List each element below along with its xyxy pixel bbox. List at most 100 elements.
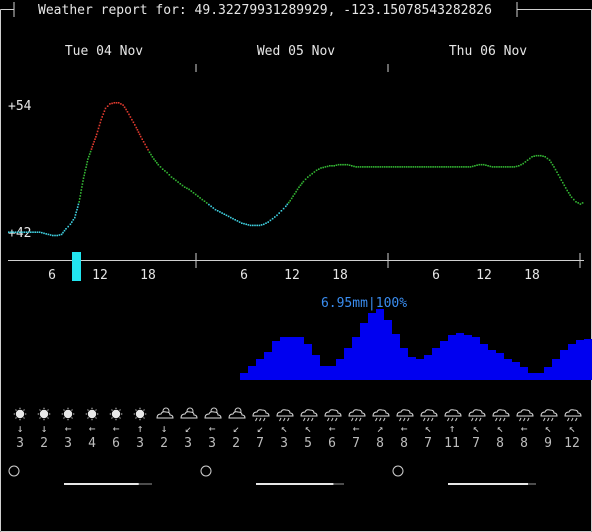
day-label: Tue 04 Nov (65, 44, 143, 59)
temperature-dot (326, 165, 329, 168)
temperature-dot (95, 133, 98, 136)
temperature-dot (65, 228, 67, 230)
temperature-dot (216, 210, 219, 212)
temperature-dot (344, 163, 346, 166)
wind-speed: 9 (544, 436, 552, 451)
temperature-dot (524, 161, 527, 163)
temperature-dot (548, 159, 551, 161)
wind-direction-arrow: ↖ (569, 422, 576, 435)
temperature-dot (128, 113, 130, 116)
temperature-dot (245, 223, 247, 226)
temperature-dot (550, 161, 552, 164)
temperature-dot (515, 165, 518, 168)
temperature-dot (56, 234, 58, 237)
temperature-dot (364, 166, 366, 168)
temperature-dot (507, 166, 509, 168)
hour-label: 6 (432, 268, 440, 283)
temperature-dot (154, 160, 157, 162)
temperature-dot (554, 168, 557, 171)
wind-speed: 3 (16, 436, 24, 451)
forecast-slot: ↖7 (468, 409, 486, 451)
temperature-dot (318, 168, 320, 170)
precipitation-bar (400, 348, 408, 380)
temperature-dot (456, 166, 459, 168)
temperature-dot (480, 163, 483, 166)
temperature-dot (434, 166, 437, 168)
temperature-dot (34, 231, 36, 233)
temperature-dot (132, 121, 135, 124)
precipitation-bar (448, 335, 456, 380)
day-label: Thu 06 Nov (449, 44, 527, 59)
temperature-dot (436, 166, 439, 168)
wind-speed: 3 (184, 436, 192, 451)
temperature-dot (49, 234, 52, 236)
forecast-slot: ←4 (85, 407, 99, 451)
rain-cloud-icon (396, 409, 414, 422)
temperature-dot (348, 164, 351, 166)
precipitation-bar (584, 339, 592, 380)
temperature-dot (546, 157, 549, 160)
precipitation-bar (472, 337, 480, 380)
temperature-dot (337, 163, 340, 166)
temperature-dot (427, 166, 430, 168)
temperature-dot (82, 177, 85, 179)
temperature-dot (21, 231, 23, 233)
moon-icon (200, 465, 212, 477)
temperature-dot (225, 214, 228, 217)
wind-speed: 2 (232, 436, 240, 451)
temperature-dot (416, 166, 419, 168)
temperature-dot (151, 156, 154, 158)
temperature-dot (522, 162, 524, 165)
temperature-dot (449, 166, 452, 168)
temperature-dot (485, 164, 487, 166)
temperature-dot (150, 153, 152, 156)
temperature-dot (159, 166, 162, 168)
temperature-dot (117, 102, 120, 104)
temperature-dot (78, 201, 80, 203)
temperature-dot (78, 198, 81, 200)
temperature-dot (76, 208, 78, 211)
temperature-dot (212, 207, 215, 209)
temperature-dot (96, 130, 99, 133)
temperature-dot (129, 116, 132, 118)
temperature-dot (383, 166, 386, 168)
wind-speed: 6 (112, 436, 120, 451)
temperature-dot (63, 229, 66, 232)
temperature-dot (298, 186, 300, 188)
wind-speed: 4 (88, 436, 96, 451)
precipitation-bar (464, 335, 472, 380)
temperature-dot (12, 231, 14, 233)
wind-speed: 2 (40, 436, 48, 451)
temperature-dot (161, 168, 164, 170)
precipitation-bar (392, 334, 400, 380)
temperature-dot (84, 171, 86, 174)
wind-speed: 7 (256, 436, 264, 451)
forecast-slot: ↓2 (37, 407, 51, 451)
temperature-dot (98, 124, 101, 127)
temperature-dot (445, 166, 448, 168)
temperature-dot (134, 124, 136, 126)
temperature-dot (425, 166, 428, 168)
temperature-dot (346, 163, 349, 166)
wind-direction-arrow: ← (521, 422, 528, 435)
temperature-dot (531, 156, 533, 158)
temperature-dot (72, 219, 75, 221)
hour-label: 18 (332, 268, 348, 283)
temperature-dot (115, 102, 118, 104)
temperature-dot (241, 222, 243, 224)
temperature-dot (335, 164, 338, 166)
temperature-dot (138, 133, 141, 136)
forecast-slot: ←3 (204, 407, 222, 451)
temperature-dot (278, 212, 280, 214)
temperature-dot (177, 181, 179, 183)
rain-cloud-icon (444, 409, 462, 422)
temperature-dot (92, 143, 94, 145)
wind-speed: 3 (136, 436, 144, 451)
temperature-dot (563, 184, 566, 187)
temperature-dot (469, 166, 472, 168)
hour-label: 6 (48, 268, 56, 283)
wind-direction-arrow: ↙ (233, 422, 240, 435)
temperature-dot (392, 166, 395, 168)
rain-cloud-icon (516, 409, 534, 422)
temperature-dot (120, 103, 122, 105)
